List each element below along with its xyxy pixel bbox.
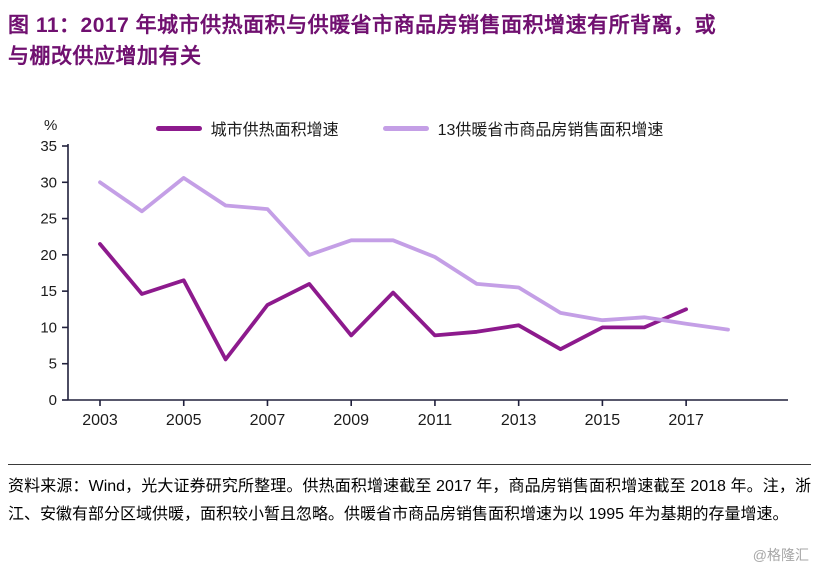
line-chart-area: 0 5 10 15 20 25 30 35 2003 2005 2007 2009 2011 2013 20…	[10, 138, 800, 440]
y-tick-label: 35	[40, 138, 57, 155]
figure-title-line2: 与棚改供应增加有关	[8, 45, 202, 68]
x-tick-label: 2015	[585, 412, 621, 429]
gelonghui-watermark: @格隆汇	[752, 547, 809, 563]
legend-line-swatch-dark	[155, 125, 202, 131]
legend-item-heating-area: 城市供热面积增速	[155, 116, 339, 140]
y-tick-label: 5	[49, 356, 57, 373]
series-line-0	[98, 242, 688, 362]
y-tick-label: 0	[49, 392, 57, 409]
x-tick-label: 2003	[82, 412, 118, 429]
line-chart: 0 5 10 15 20 25 30 35 2003 2005 2007 2009 2011 2013 20…	[40, 138, 788, 429]
legend-line-swatch-light	[382, 125, 429, 131]
legend-item-housing-sales: 13供暖省市商品房销售面积增速	[382, 116, 664, 140]
figure-title: 图 11：2017 年城市供热面积与供暖省市商品房销售面积增速有所背离，或 与棚…	[8, 10, 813, 72]
source-note: 资料来源：Wind，光大证券研究所整理。供热面积增速截至 2017 年，商品房销…	[8, 464, 811, 529]
y-tick-label: 20	[40, 247, 57, 264]
chart-header: % 城市供热面积增速 13供暖省市商品房销售面积增速	[0, 116, 819, 140]
y-tick-label: 30	[40, 174, 57, 191]
legend-label-heating-area: 城市供热面积增速	[210, 122, 339, 139]
x-tick-label: 2007	[250, 412, 286, 429]
legend-label-housing-sales: 13供暖省市商品房销售面积增速	[437, 122, 664, 139]
y-tick-label: 15	[40, 283, 57, 300]
y-axis-unit-label: %	[44, 117, 58, 134]
x-tick-label: 2005	[166, 412, 202, 429]
chart-legend: 城市供热面积增速 13供暖省市商品房销售面积增速	[0, 116, 819, 140]
x-tick-label: 2013	[501, 412, 537, 429]
series-line-1	[98, 176, 730, 332]
y-tick-label: 25	[40, 211, 57, 228]
x-tick-label: 2011	[418, 412, 453, 429]
y-tick-label: 10	[40, 319, 57, 336]
figure-title-line1: 图 11：2017 年城市供热面积与供暖省市商品房销售面积增速有所背离，或	[8, 14, 717, 37]
x-tick-label: 2009	[333, 412, 369, 429]
x-tick-label: 2017	[668, 412, 704, 429]
